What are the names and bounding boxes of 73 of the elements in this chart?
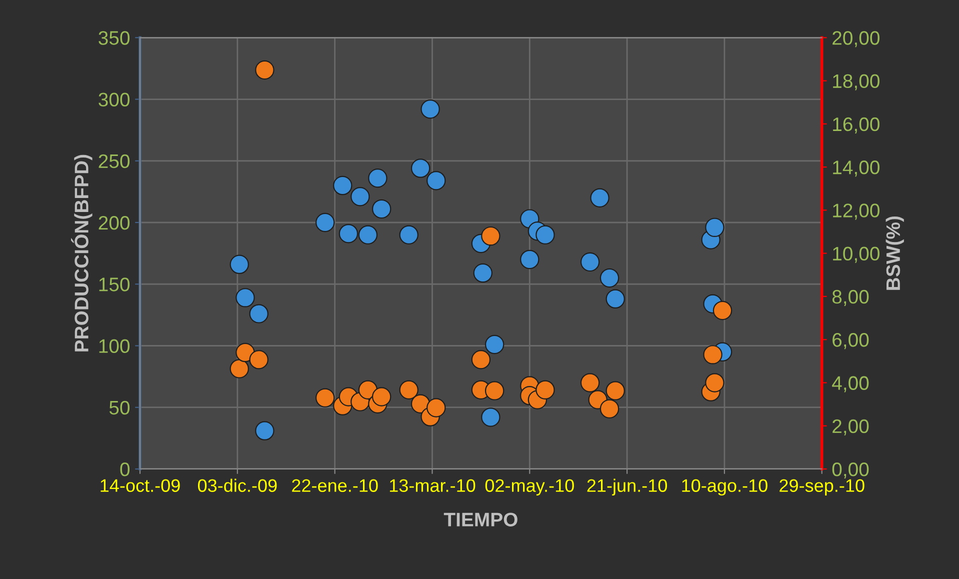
x-tick-label: 03-dic.-09 bbox=[198, 478, 277, 492]
point bbox=[230, 254, 249, 274]
point bbox=[249, 304, 268, 324]
point bbox=[350, 187, 370, 206]
point bbox=[358, 225, 378, 244]
x-tick-label: 10-ago.-10 bbox=[682, 479, 768, 496]
point bbox=[410, 158, 430, 178]
point bbox=[372, 199, 392, 219]
x-tick-label: 22-ene.-10 bbox=[292, 479, 378, 492]
y-axis-title: PRODUCCIÓN(BFPD) bbox=[71, 154, 92, 352]
x-tick-label: 21-jun.-10 bbox=[587, 478, 667, 496]
point bbox=[481, 408, 500, 427]
point bbox=[484, 334, 504, 354]
x-tick-label: 02-may.-10 bbox=[485, 479, 574, 496]
point bbox=[606, 289, 625, 309]
y2-tick-label: 4,00 bbox=[832, 376, 869, 392]
point bbox=[368, 168, 388, 188]
y2-tick-label: 14,00 bbox=[833, 160, 880, 177]
x-tick-label: 14-oct.-09 bbox=[100, 479, 180, 492]
point bbox=[315, 212, 335, 232]
y2-tick-label: 10,00 bbox=[833, 246, 880, 263]
y2-tick-label: 12,00 bbox=[833, 204, 880, 220]
point bbox=[426, 170, 446, 190]
y2-tick-label: 8,00 bbox=[832, 290, 869, 306]
point bbox=[471, 350, 491, 370]
point bbox=[333, 176, 352, 196]
point bbox=[580, 373, 600, 392]
point bbox=[536, 225, 555, 244]
y2-tick-label: 6,00 bbox=[832, 333, 869, 350]
y-tick-label: 150 bbox=[99, 278, 130, 292]
point bbox=[420, 100, 440, 119]
y2-tick-label: 20,00 bbox=[832, 31, 880, 48]
point bbox=[372, 387, 392, 406]
point bbox=[255, 60, 274, 80]
y2-tick-label: 16,00 bbox=[833, 117, 880, 134]
x-axis-title: TIEMPO bbox=[444, 512, 518, 526]
point bbox=[590, 188, 610, 208]
point bbox=[536, 380, 555, 400]
y-tick-label: 250 bbox=[98, 154, 130, 168]
y2-tick-label: 18,00 bbox=[833, 74, 880, 90]
y2-axis-title: BSW(%) bbox=[886, 216, 904, 290]
point bbox=[600, 268, 620, 288]
point bbox=[606, 381, 625, 400]
point bbox=[255, 421, 274, 440]
point bbox=[712, 300, 732, 320]
x-tick-label: 13-mar.-10 bbox=[390, 479, 476, 492]
point bbox=[236, 342, 255, 362]
point bbox=[484, 381, 504, 400]
y2-tick-label: 0,00 bbox=[832, 462, 869, 479]
point bbox=[580, 252, 600, 272]
point bbox=[600, 399, 620, 418]
point bbox=[481, 226, 500, 246]
point bbox=[230, 359, 249, 378]
point bbox=[399, 225, 418, 244]
point bbox=[249, 350, 268, 370]
y-tick-label: 100 bbox=[99, 339, 130, 353]
point bbox=[705, 373, 724, 392]
point bbox=[315, 388, 335, 408]
y-tick-label: 0 bbox=[120, 462, 130, 476]
point bbox=[703, 345, 722, 364]
point bbox=[473, 263, 492, 283]
point bbox=[426, 398, 446, 418]
y2-tick-label: 2,00 bbox=[832, 419, 869, 436]
y-tick-label: 50 bbox=[109, 400, 130, 415]
y-tick-label: 350 bbox=[98, 31, 130, 45]
point bbox=[236, 288, 255, 308]
point bbox=[520, 250, 540, 270]
y-tick-label: 200 bbox=[98, 216, 130, 230]
point bbox=[338, 224, 358, 244]
point bbox=[705, 218, 724, 238]
y-tick-label: 300 bbox=[98, 92, 130, 106]
point bbox=[399, 380, 418, 400]
x-tick-label: 29-sep.-10 bbox=[780, 479, 864, 496]
